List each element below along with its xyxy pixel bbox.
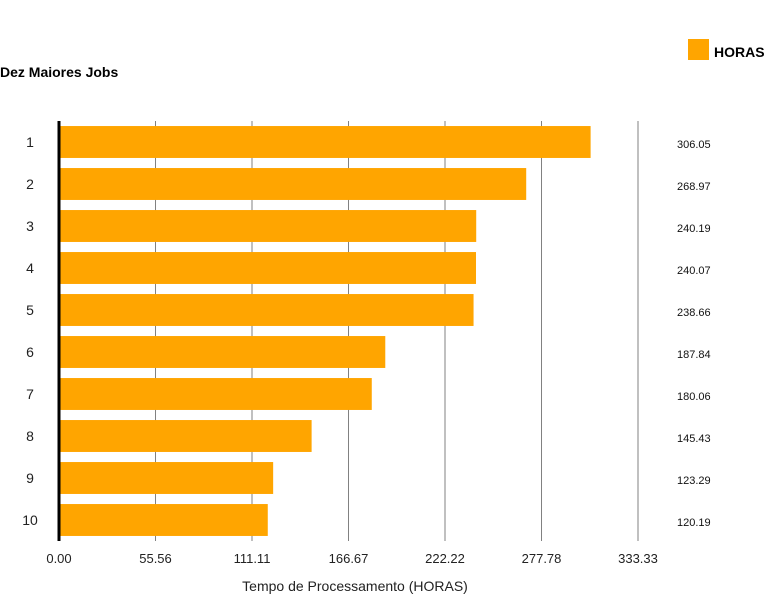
x-tick-label: 222.22 <box>425 551 465 566</box>
x-tick-label: 166.67 <box>329 551 369 566</box>
legend-label: HORAS <box>714 44 765 60</box>
x-tick-label: 277.78 <box>522 551 562 566</box>
value-label: 120.19 <box>677 517 711 529</box>
value-label: 145.43 <box>677 433 711 445</box>
value-label: 240.07 <box>677 265 711 277</box>
x-tick-label: 55.56 <box>139 551 172 566</box>
bar <box>59 168 527 200</box>
category-label: 4 <box>26 260 34 276</box>
category-label: 2 <box>26 176 34 192</box>
value-label: 123.29 <box>677 475 711 487</box>
legend: HORAS <box>688 39 765 60</box>
bar <box>59 504 268 536</box>
legend-swatch <box>688 39 709 60</box>
value-label: 238.66 <box>677 307 711 319</box>
bar <box>59 420 312 452</box>
bar <box>59 126 591 158</box>
x-tick-label: 333.33 <box>618 551 658 566</box>
value-label: 180.06 <box>677 391 711 403</box>
chart-title: Dez Maiores Jobs <box>0 64 118 80</box>
value-label: 187.84 <box>677 349 711 361</box>
value-labels: 306.05 268.97 240.19 240.07 238.66 187.84 180.… <box>677 139 711 529</box>
x-axis-label: Tempo de Processamento (HORAS) <box>242 578 468 594</box>
category-label: 6 <box>26 344 34 360</box>
bar <box>59 336 386 368</box>
category-labels: 1 2 3 4 5 6 7 8 9 10 <box>22 134 38 528</box>
x-tick-label: 111.11 <box>234 551 271 566</box>
category-label: 9 <box>26 470 34 486</box>
category-label: 7 <box>26 386 34 402</box>
category-label: 8 <box>26 428 34 444</box>
category-label: 5 <box>26 302 34 318</box>
value-label: 268.97 <box>677 181 711 193</box>
bar <box>59 252 477 284</box>
bar <box>59 462 274 494</box>
bar <box>59 294 474 326</box>
bar <box>59 210 477 242</box>
bars <box>59 126 591 536</box>
x-tick-label: 0.00 <box>46 551 71 566</box>
category-label: 10 <box>22 512 38 528</box>
x-tick-labels: 0.00 55.56 111.11 166.67 222.22 277.78 333.33 <box>46 551 658 566</box>
value-label: 306.05 <box>677 139 711 151</box>
category-label: 3 <box>26 218 34 234</box>
value-label: 240.19 <box>677 223 711 235</box>
bar <box>59 378 372 410</box>
category-label: 1 <box>26 134 34 150</box>
